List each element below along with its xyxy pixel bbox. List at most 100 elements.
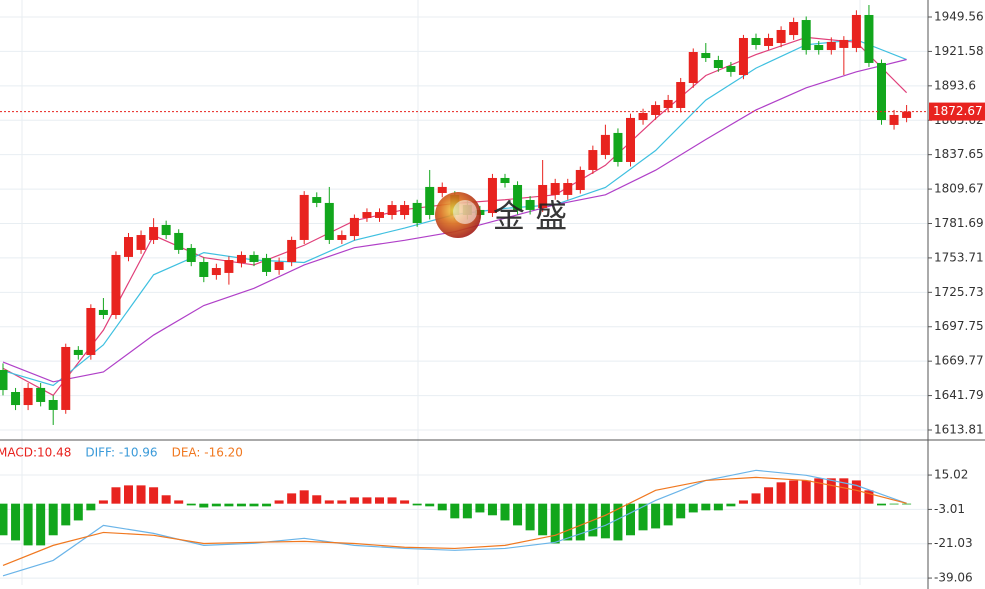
candle-body: [136, 235, 146, 250]
candle-body: [726, 66, 736, 72]
macd-bar: [563, 503, 573, 541]
macd-bar: [462, 503, 472, 519]
macd-bar: [713, 503, 723, 511]
macd-bar: [224, 503, 234, 507]
y-tick-label: -39.06: [934, 571, 973, 585]
plot: 1949.561921.581893.61865.621837.651809.6…: [0, 5, 985, 585]
candle-body: [61, 346, 71, 410]
candle-body: [500, 177, 510, 184]
macd-bar: [11, 503, 21, 541]
indicator-label: DIFF: -10.96: [85, 446, 157, 460]
candle-body: [412, 202, 422, 223]
macd-bar: [299, 490, 309, 504]
candle-body: [525, 199, 535, 210]
y-tick-label: 1893.6: [934, 78, 976, 92]
macd-bar: [751, 493, 761, 504]
macd-bar: [211, 503, 221, 507]
candle-body: [663, 99, 673, 108]
y-tick-label: -3.01: [934, 502, 965, 516]
candle-body: [23, 387, 33, 406]
macd-bar: [36, 503, 46, 546]
candle-body: [688, 52, 698, 84]
macd-bar: [626, 503, 635, 536]
macd-bar: [262, 503, 272, 507]
candle-body: [902, 111, 912, 118]
candle-body: [738, 37, 748, 76]
candle-body: [789, 21, 799, 36]
y-tick-label: 1753.71: [934, 250, 984, 264]
candle-body: [437, 186, 447, 193]
macd-bar: [48, 503, 58, 536]
candle-body: [814, 44, 824, 51]
macd-bar: [186, 503, 196, 506]
macd-bar: [161, 495, 171, 504]
macd-bar: [764, 487, 774, 504]
candle-body: [186, 247, 196, 262]
candle-body: [613, 132, 623, 162]
macd-bar: [61, 503, 71, 526]
macd-bar: [688, 503, 698, 513]
macd-bar: [287, 493, 297, 504]
indicator-line: [2, 469, 907, 577]
candle-body: [36, 387, 46, 402]
macd-bar: [274, 500, 284, 504]
logo-mark: [453, 200, 477, 224]
candle-body: [11, 392, 21, 406]
macd-bar: [249, 503, 259, 507]
macd-bar: [801, 480, 811, 504]
last-price-box: [929, 102, 985, 121]
candle-body: [826, 41, 836, 51]
macd-bar: [362, 497, 372, 504]
candle-body: [676, 82, 686, 108]
candle-body: [751, 37, 761, 45]
candle-body: [324, 202, 334, 240]
y-tick-label: 1949.56: [934, 9, 984, 23]
candle-body: [211, 268, 221, 276]
macd-bar: [525, 503, 535, 531]
macd-bar: [538, 503, 548, 536]
macd-bar: [475, 503, 485, 513]
macd-bar: [676, 503, 686, 519]
macd-bar: [826, 478, 836, 504]
watermark: 金 盛: [493, 197, 567, 235]
candle-body: [588, 150, 598, 170]
candle-body: [299, 194, 309, 240]
candle-body: [312, 197, 322, 203]
candle-body: [851, 14, 861, 48]
y-tick-label: 1781.69: [934, 216, 984, 230]
y-tick-label: 1613.81: [934, 422, 984, 436]
candle-body: [362, 212, 372, 218]
macd-bar: [600, 503, 610, 539]
macd-bar: [814, 478, 824, 504]
candle-body: [600, 134, 610, 155]
macd-bar: [0, 503, 8, 536]
candle-body: [349, 217, 359, 237]
y-tick-label: 1669.77: [934, 354, 984, 368]
macd-bar: [174, 500, 184, 504]
macd-bar: [324, 500, 334, 504]
candle-body: [638, 113, 648, 121]
macd-bar: [412, 503, 422, 506]
macd-bar: [86, 503, 96, 511]
candle-body: [236, 254, 246, 263]
candle-body: [864, 14, 874, 63]
candle-body: [563, 183, 573, 195]
candle-body: [877, 62, 886, 121]
macd-bar: [98, 500, 108, 504]
macd-bar: [111, 487, 121, 504]
logo-mark: [435, 192, 481, 238]
candle-body: [764, 37, 774, 46]
y-tick-label: -21.03: [934, 536, 973, 550]
last-price-label: 1872.67: [933, 104, 983, 118]
candle-body: [400, 205, 410, 215]
macd-bar: [902, 503, 912, 505]
macd-bar: [400, 500, 410, 504]
candle-body: [776, 29, 786, 44]
candle-body: [387, 205, 397, 215]
candle-body: [174, 232, 184, 250]
macd-bar: [839, 478, 849, 504]
macd-bar: [136, 485, 146, 504]
candle-body: [889, 114, 899, 125]
y-tick-label: 1725.73: [934, 285, 984, 299]
